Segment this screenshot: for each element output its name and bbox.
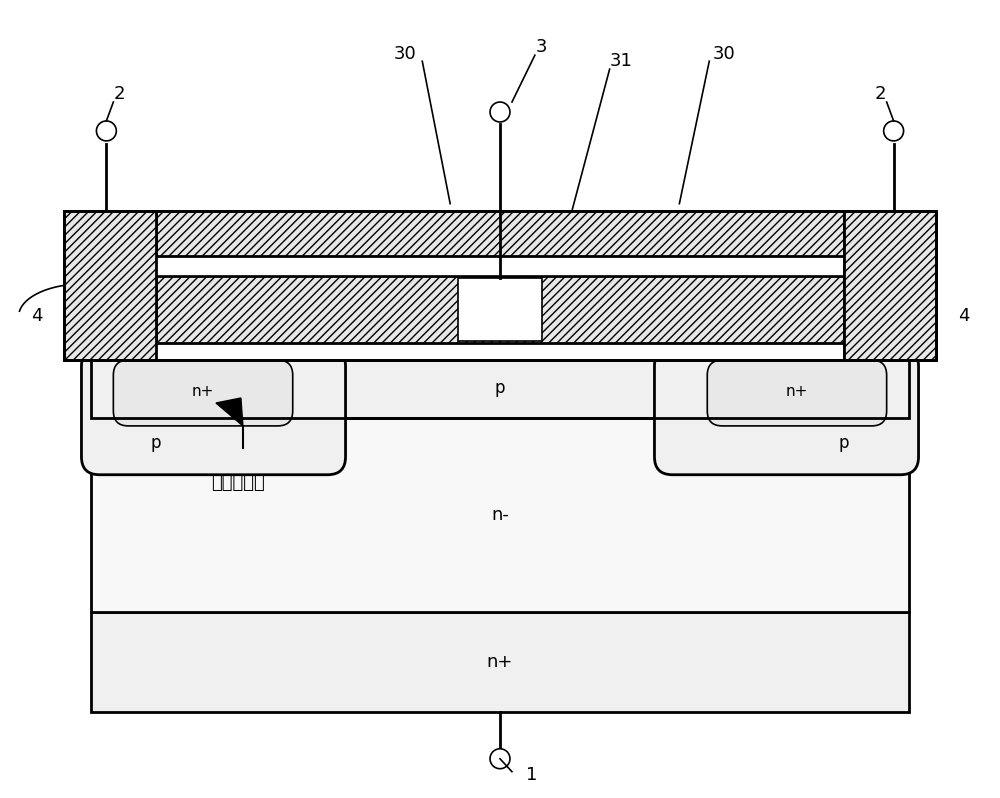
Text: n+: n+ (487, 653, 513, 671)
Text: 寄生三极管: 寄生三极管 (211, 474, 265, 492)
Text: 4: 4 (31, 307, 42, 326)
Bar (64, 211, 156, 360)
Text: p: p (151, 434, 161, 452)
Bar (64, 211, 936, 360)
Text: 2: 2 (875, 85, 886, 103)
Bar (91, 360, 909, 418)
Text: 1: 1 (526, 766, 538, 784)
Bar (91, 360, 909, 418)
Text: 2: 2 (114, 85, 125, 103)
Text: 4: 4 (502, 322, 514, 339)
Text: 3: 3 (536, 38, 548, 56)
Bar (156, 211, 844, 256)
Text: 30: 30 (394, 45, 417, 63)
FancyBboxPatch shape (113, 360, 293, 426)
Bar (844, 211, 936, 360)
Bar (91, 612, 909, 712)
Text: p: p (839, 434, 849, 452)
Bar (91, 418, 909, 612)
FancyBboxPatch shape (654, 348, 919, 475)
Bar (458, 279, 542, 342)
Text: 4: 4 (958, 307, 969, 326)
Text: 31: 31 (610, 52, 633, 70)
Bar (156, 343, 844, 360)
Text: p: p (495, 379, 505, 397)
Text: n-: n- (491, 506, 509, 524)
FancyBboxPatch shape (707, 360, 887, 426)
Bar (156, 276, 844, 343)
Bar (156, 256, 844, 276)
Text: 30: 30 (713, 45, 736, 63)
Text: n+: n+ (786, 384, 808, 398)
Polygon shape (216, 398, 243, 426)
FancyBboxPatch shape (81, 348, 346, 475)
Text: n+: n+ (192, 384, 214, 398)
